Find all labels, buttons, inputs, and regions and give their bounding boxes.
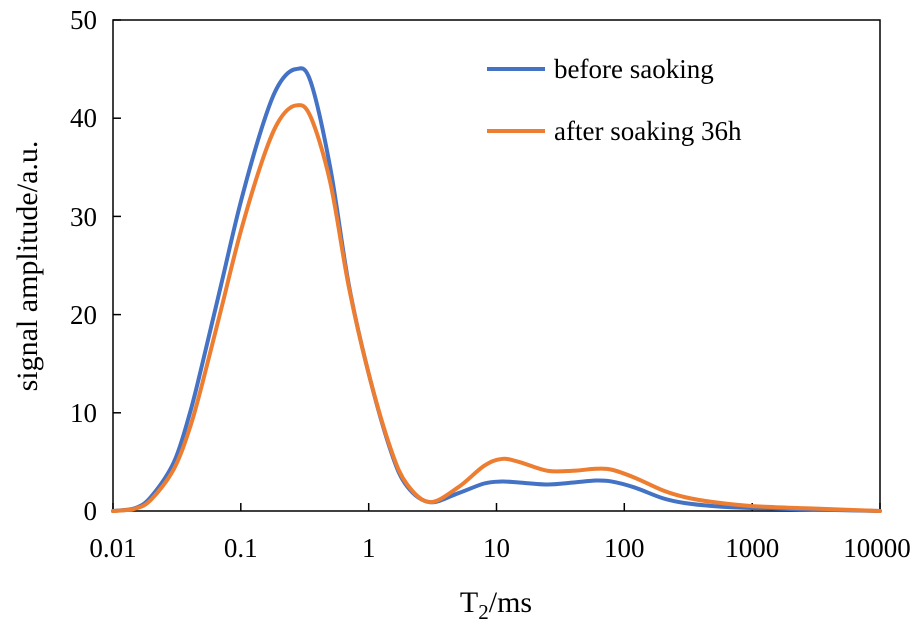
x-axis-title: T2/ms <box>460 586 532 624</box>
y-tick-label: 50 <box>70 5 97 35</box>
x-axis-title-subscript: 2 <box>478 600 489 624</box>
series-line-after-soaking-36h <box>111 103 882 513</box>
x-axis-title-main: T <box>460 586 478 619</box>
x-axis-title-rest: /ms <box>489 586 532 619</box>
legend: before saoking after soaking 36h <box>487 54 742 146</box>
y-tick-label: 10 <box>70 398 97 428</box>
y-axis: 0 10 20 30 40 50 <box>70 5 121 526</box>
x-tick-label: 10000 <box>843 533 911 563</box>
y-tick-label: 20 <box>70 300 97 330</box>
x-tick-label: 1000 <box>725 533 779 563</box>
x-tick-label: 100 <box>604 533 645 563</box>
y-tick-label: 40 <box>70 103 97 133</box>
legend-label-after-soaking-36h: after soaking 36h <box>554 116 742 146</box>
x-tick-label: 10 <box>483 533 510 563</box>
legend-label-before-saoking: before saoking <box>554 54 714 84</box>
x-tick-label: 1 <box>362 533 376 563</box>
plot-area <box>112 19 881 512</box>
x-axis: 0.01 0.1 1 10 100 1000 10000 <box>89 503 911 563</box>
y-tick-label: 30 <box>70 202 97 232</box>
x-tick-label: 0.01 <box>89 533 136 563</box>
y-tick-label: 0 <box>84 496 98 526</box>
x-tick-label: 0.1 <box>224 533 258 563</box>
y-axis-title: signal amplitude/a.u. <box>11 141 44 392</box>
